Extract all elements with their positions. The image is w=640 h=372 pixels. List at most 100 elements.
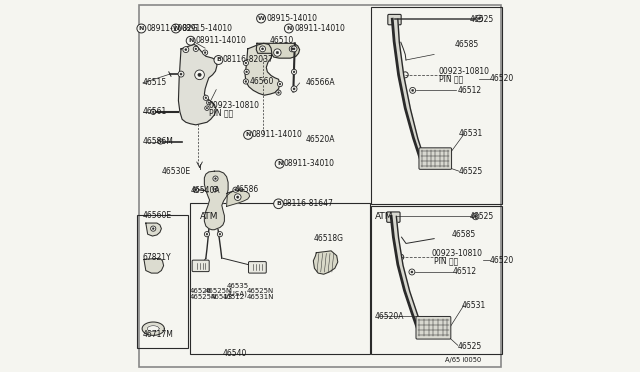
Text: 46586M: 46586M [143,137,173,146]
Circle shape [233,187,238,192]
Text: 46531: 46531 [459,129,483,138]
Text: 46530E: 46530E [161,167,191,176]
Text: 46586: 46586 [235,185,259,194]
Polygon shape [245,43,280,95]
Circle shape [412,89,413,92]
Circle shape [150,226,156,231]
Circle shape [214,55,223,64]
FancyBboxPatch shape [388,15,401,25]
Circle shape [185,49,187,51]
Circle shape [207,100,211,105]
Text: 08116-82037: 08116-82037 [223,55,274,64]
Text: 46520A: 46520A [306,135,335,144]
Text: 08915-14010: 08915-14010 [266,14,317,23]
Bar [189,203,370,353]
Circle shape [293,88,295,90]
Text: 46520: 46520 [490,74,514,83]
Text: 46510: 46510 [270,36,294,45]
Circle shape [411,271,413,273]
Polygon shape [391,217,422,329]
Text: 46717M: 46717M [143,330,173,340]
Circle shape [152,228,154,230]
Circle shape [206,108,208,109]
Text: 46525N: 46525N [189,294,217,300]
Text: 46566A: 46566A [306,78,335,87]
Circle shape [291,46,297,52]
Circle shape [180,73,182,75]
Text: B: B [276,201,281,206]
Text: W: W [258,16,264,21]
Polygon shape [204,171,228,230]
Polygon shape [147,326,159,332]
Circle shape [202,50,208,55]
Circle shape [206,233,208,235]
Circle shape [291,86,297,92]
Text: 46585: 46585 [454,40,479,49]
Circle shape [158,139,163,144]
FancyBboxPatch shape [419,148,452,169]
Bar [136,215,188,348]
Text: N: N [245,132,251,137]
Text: 08915-14010: 08915-14010 [181,24,232,33]
Circle shape [293,48,295,50]
Text: 46520A: 46520A [375,312,404,321]
FancyBboxPatch shape [416,317,451,339]
Text: W: W [172,26,179,31]
Circle shape [409,269,415,275]
Polygon shape [227,190,250,206]
Text: 00923-10810: 00923-10810 [431,249,482,258]
Circle shape [284,24,293,33]
Circle shape [204,95,209,100]
Circle shape [478,17,481,20]
Text: 46526: 46526 [189,288,212,294]
Circle shape [213,186,218,192]
Circle shape [205,106,209,110]
Text: 46560E: 46560E [143,211,172,220]
Text: 08911-34010: 08911-34010 [284,159,334,168]
Polygon shape [144,258,164,273]
Text: 46585: 46585 [452,230,476,240]
Circle shape [137,24,146,33]
Circle shape [277,81,283,87]
Text: 46512: 46512 [223,294,245,300]
Circle shape [204,232,209,237]
Polygon shape [256,43,300,58]
Text: 46531: 46531 [461,301,486,310]
Text: 67821Y: 67821Y [143,253,172,262]
Polygon shape [392,19,424,159]
Circle shape [208,102,209,103]
Circle shape [260,46,266,52]
FancyBboxPatch shape [248,262,266,273]
Text: 08911-14010: 08911-14010 [252,130,303,140]
Circle shape [291,69,297,74]
Circle shape [237,196,239,198]
Circle shape [243,60,248,65]
Text: 08911-14010: 08911-14010 [294,24,345,33]
Text: 08116-81647: 08116-81647 [282,199,333,208]
Circle shape [213,176,218,181]
Text: 46561: 46561 [143,108,167,116]
Circle shape [398,254,404,260]
Circle shape [291,48,293,50]
Text: 46525M: 46525M [204,288,232,294]
Text: 08911-1082G: 08911-1082G [147,24,198,33]
Circle shape [205,97,207,99]
Circle shape [152,111,154,113]
Circle shape [195,189,196,190]
FancyBboxPatch shape [192,260,209,272]
Text: 08911-14010: 08911-14010 [196,36,247,45]
Circle shape [193,46,198,51]
Text: N: N [139,26,144,31]
Circle shape [410,87,415,93]
Text: 46513: 46513 [211,294,233,300]
Circle shape [195,70,204,80]
Circle shape [193,187,198,192]
Circle shape [245,81,247,82]
Circle shape [243,79,248,84]
Text: ATM: ATM [200,212,218,221]
Circle shape [235,189,236,190]
Circle shape [472,213,479,220]
Circle shape [160,141,161,142]
Circle shape [476,15,483,22]
Circle shape [276,90,281,95]
